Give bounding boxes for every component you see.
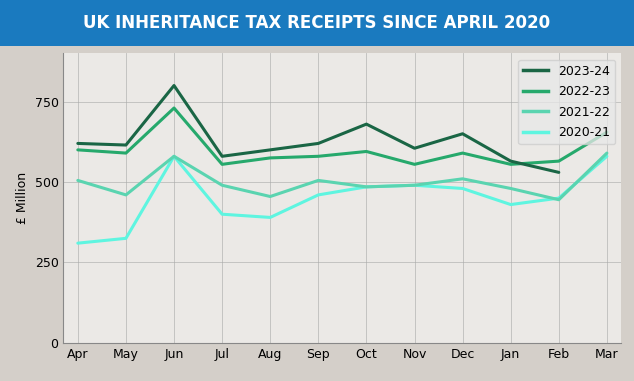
Text: UK INHERITANCE TAX RECEIPTS SINCE APRIL 2020: UK INHERITANCE TAX RECEIPTS SINCE APRIL … [84, 14, 550, 32]
Legend: 2023-24, 2022-23, 2021-22, 2020-21: 2023-24, 2022-23, 2021-22, 2020-21 [518, 59, 615, 144]
Y-axis label: £ Million: £ Million [16, 172, 29, 224]
